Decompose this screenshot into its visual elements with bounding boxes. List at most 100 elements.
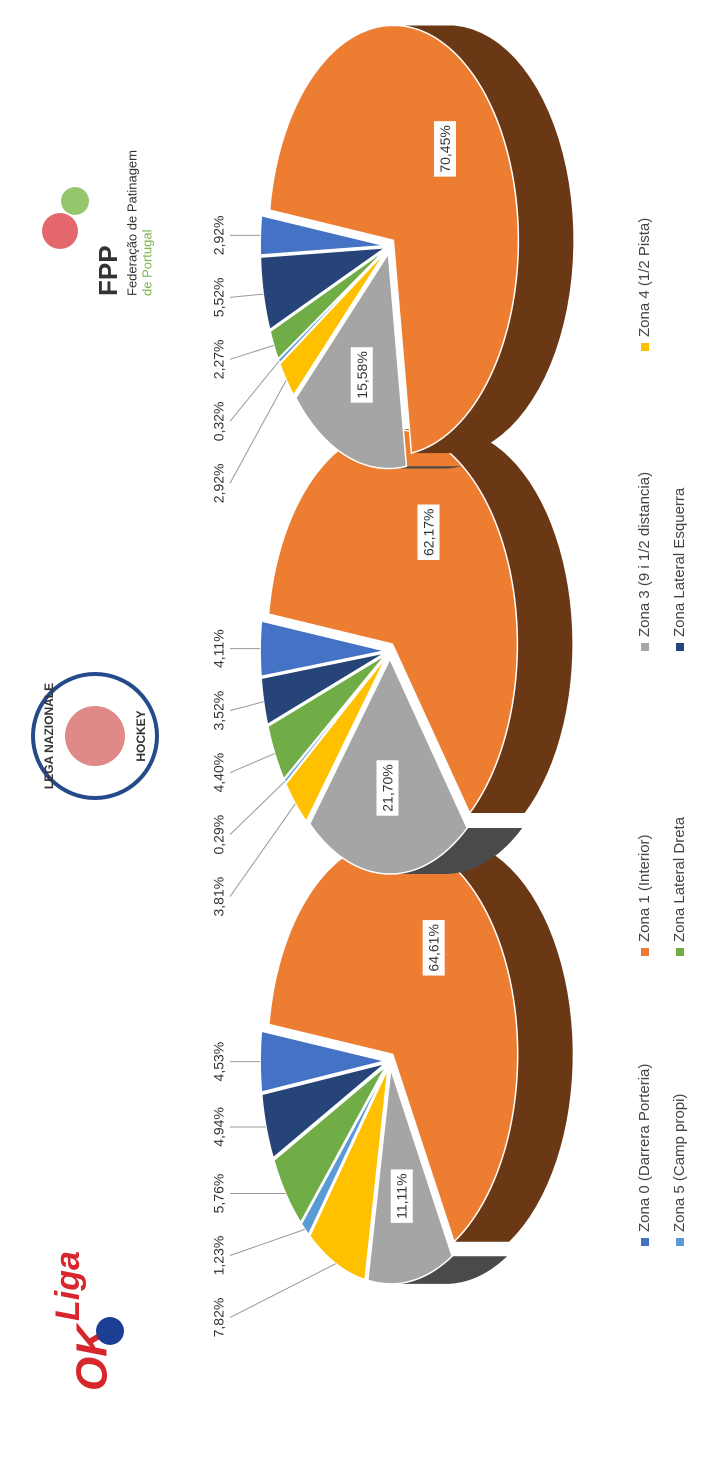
label-box [207, 1103, 230, 1151]
logo-text: HOCKEY [134, 710, 148, 761]
logo-shape [96, 1317, 124, 1345]
leader-line [229, 701, 264, 712]
pie-slice [259, 214, 386, 256]
label-box [207, 686, 230, 735]
leader-line [229, 781, 286, 836]
label-box [207, 748, 230, 797]
label-box [207, 1169, 230, 1218]
logo-text: FPP [93, 245, 123, 296]
logo-shape [61, 187, 89, 215]
label-box [207, 211, 230, 260]
legend-label: Zona 3 (9 i 1/2 distancia) [636, 472, 653, 637]
pie: 4,11% 3,52% 4,40% 0,29% 3,81% 21,70% 62,17% [207, 428, 573, 921]
logo-text: LEGA NAZIONALE [42, 683, 56, 789]
label-box [350, 347, 373, 403]
pie-side [399, 25, 574, 454]
pie-slice [260, 1062, 386, 1160]
value-label: 2,27% [211, 339, 227, 379]
value-label: 3,52% [211, 691, 227, 731]
legend-swatch [641, 643, 649, 651]
value-label: 2,92% [211, 463, 227, 503]
label-box [207, 872, 230, 921]
label-box [390, 1169, 413, 1223]
value-label: 2,92% [211, 215, 227, 255]
value-label: 70,45% [437, 125, 453, 172]
legend-swatch [641, 948, 649, 956]
label-box [207, 459, 230, 508]
value-label: 7,82% [211, 1298, 227, 1338]
pie-slice [268, 24, 520, 455]
pie-slice [284, 656, 388, 823]
leader-line [229, 360, 280, 422]
value-label: 5,52% [211, 277, 227, 317]
label-box [207, 397, 230, 446]
legend-label: Zona 5 (Camp propi) [671, 1094, 688, 1232]
logo-text: Liga [49, 1251, 87, 1321]
pie-slice [283, 655, 387, 785]
label-box [207, 810, 230, 859]
value-label: 62,17% [420, 509, 436, 556]
value-label: 4,40% [211, 753, 227, 793]
legend-swatch [641, 1238, 649, 1246]
pie-slice [273, 1065, 387, 1225]
leader-line [229, 293, 264, 298]
pie-side [390, 827, 523, 874]
value-label: 4,11% [211, 629, 227, 668]
leader-line [229, 1263, 337, 1318]
legend-swatch [676, 643, 684, 651]
label-box [207, 1037, 230, 1086]
value-label: 15,58% [354, 351, 370, 398]
label-box [207, 273, 230, 322]
label-box [417, 504, 440, 560]
pie-slice [267, 428, 519, 815]
value-label: 4,53% [211, 1042, 227, 1082]
pie-slice [259, 1030, 386, 1094]
value-label: 1,23% [211, 1236, 227, 1276]
leader-line [229, 379, 287, 484]
pie-slice [268, 838, 519, 1244]
label-box [376, 760, 399, 816]
leader-line [229, 344, 274, 360]
pie-side [399, 839, 573, 1242]
pie: 4,53% 4,94% 5,76% 1,23% 7,82% 11,11% 64,61% [207, 838, 573, 1342]
leader-line [229, 1228, 306, 1256]
pie-side [392, 429, 573, 814]
pie-slice [260, 652, 386, 726]
legend-swatch [641, 343, 649, 351]
label-box [207, 1231, 230, 1280]
legend-label: Zona 0 (Darrera Porteria) [636, 1064, 653, 1232]
legend-label: Zona 4 (1/2 Pista) [636, 218, 653, 337]
pie-side [390, 466, 462, 469]
leader-line [229, 803, 296, 897]
value-label: 3,81% [211, 877, 227, 917]
legend-label: Zona Lateral Esquerra [671, 487, 688, 637]
value-label: 0,32% [211, 401, 227, 441]
value-label: 11,11% [394, 1173, 410, 1218]
logo-shape [42, 213, 78, 249]
logo-fpp: FPP Federação de Patinagem de Portugal [42, 150, 154, 296]
logo-shape [31, 672, 159, 800]
pie-slice [269, 248, 387, 361]
value-label: 5,76% [211, 1174, 227, 1214]
logo-shape [65, 706, 125, 766]
label-box [207, 1293, 230, 1342]
pie-slice [278, 250, 387, 397]
logo-text: de Portugal [139, 229, 154, 296]
value-label: 4,94% [211, 1107, 227, 1147]
value-label: 21,70% [379, 764, 395, 811]
label-box [207, 335, 230, 384]
label-box [434, 121, 457, 177]
leader-line [229, 753, 275, 774]
logo-lega: LEGA NAZIONALE HOCKEY [31, 672, 159, 800]
logo-okliga: OK Liga [49, 1251, 124, 1391]
label-box [207, 625, 230, 672]
pie-side [390, 1256, 508, 1284]
pie-slice [308, 1067, 389, 1281]
legend-label: Zona Lateral Dreta [671, 816, 688, 942]
label-box [422, 920, 445, 976]
pie: 2,92% 5,52% 2,27% 0,32% 2,92% 15,58% 70,45% [207, 24, 574, 508]
legend-label: Zona 1 (Interior) [636, 834, 653, 942]
pie-slice [300, 1066, 388, 1237]
